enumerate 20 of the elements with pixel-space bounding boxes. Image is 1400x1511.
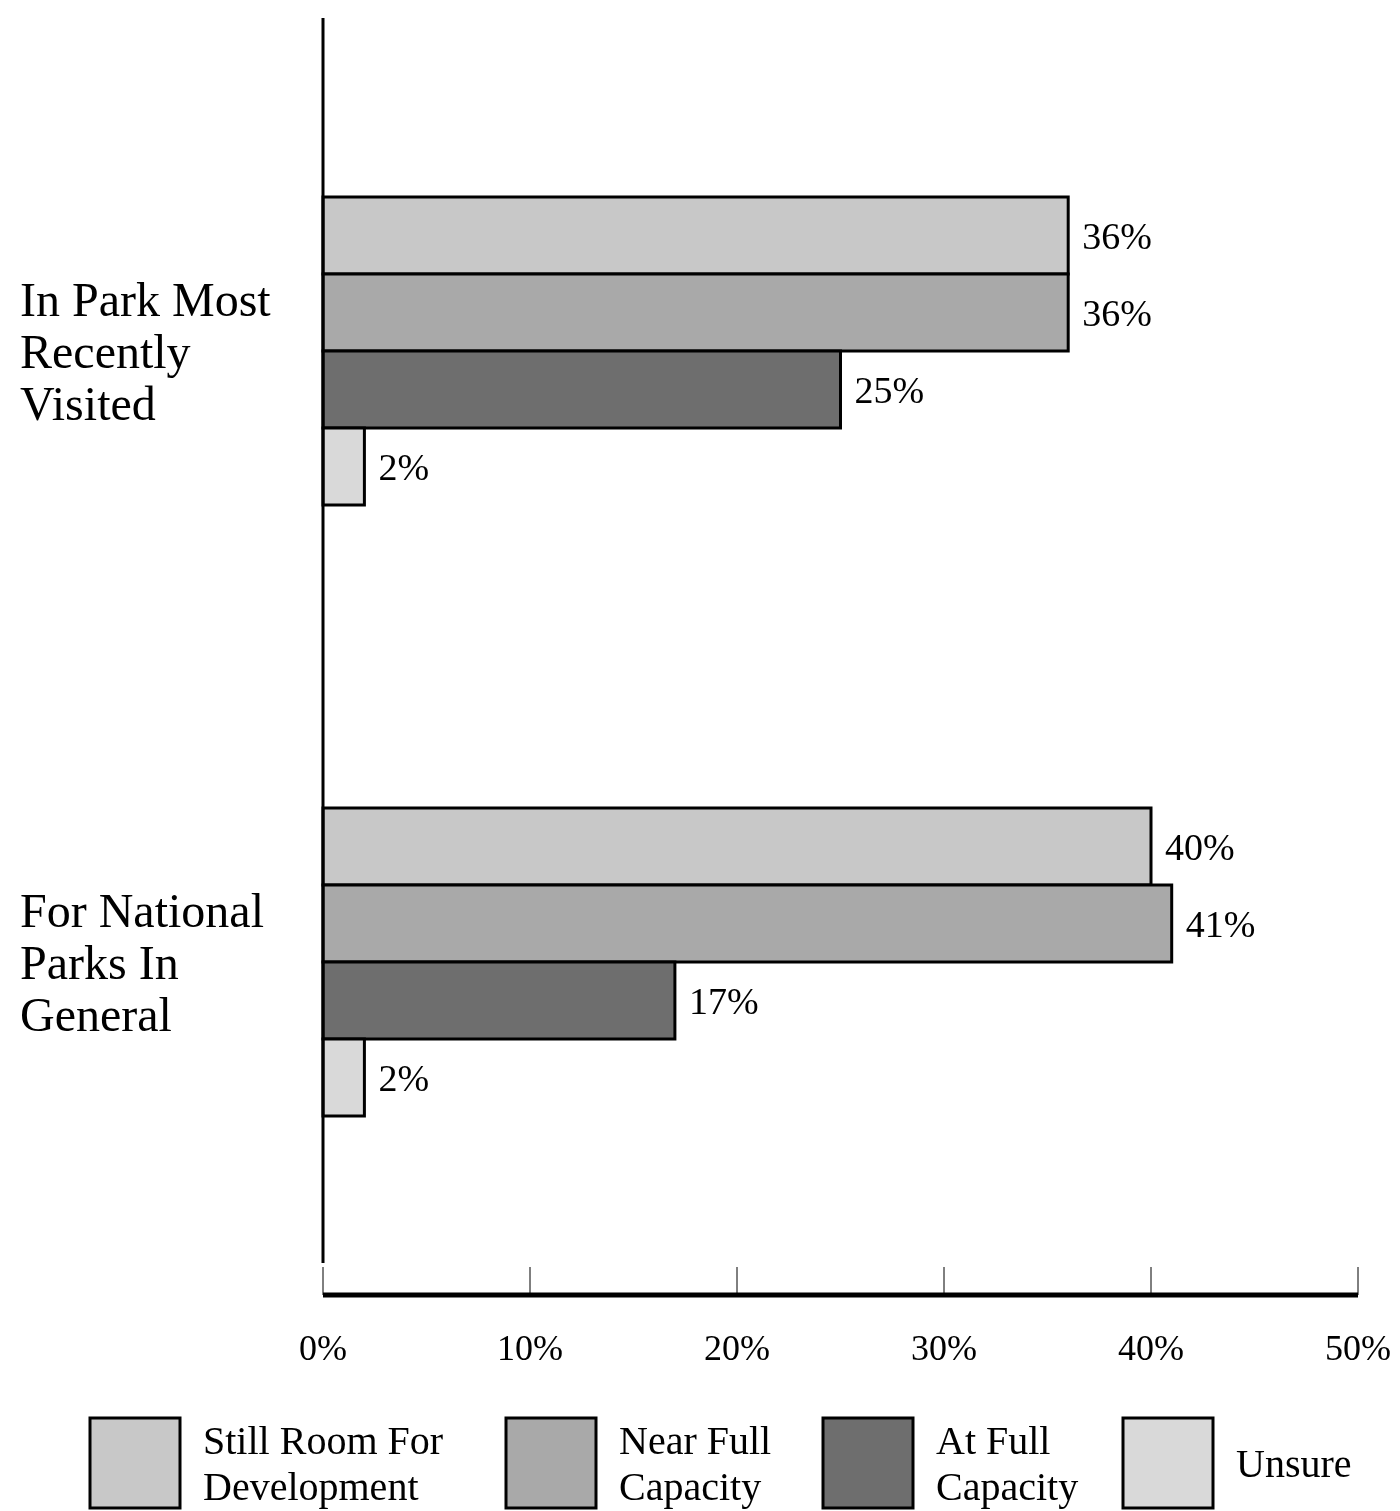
legend-label: Near Full Capacity [619,1417,772,1509]
x-tick-label: 20% [704,1328,770,1368]
data-label: 36% [1082,291,1152,334]
x-tick-label: 50% [1325,1328,1391,1368]
data-label: 41% [1185,902,1256,945]
legend-label: Still Room For Development [203,1417,444,1509]
legend-label: At Full Capacity [936,1417,1079,1509]
x-tick-label: 30% [911,1328,977,1368]
data-label: 2% [378,445,430,488]
data-label: 40% [1165,825,1235,868]
x-tick-label: 0% [299,1328,347,1368]
y-tick-label: In Park Most Recently Visited [20,272,272,430]
x-tick-label: 40% [1118,1328,1184,1368]
data-label: 17% [688,979,759,1022]
data-label: 25% [854,368,925,411]
data-label: 2% [378,1056,430,1099]
y-tick-label: For National Parks In General [20,883,264,1041]
legend-label: Unsure [1236,1440,1352,1486]
data-label: 36% [1082,214,1152,257]
x-tick-label: 10% [497,1328,563,1368]
